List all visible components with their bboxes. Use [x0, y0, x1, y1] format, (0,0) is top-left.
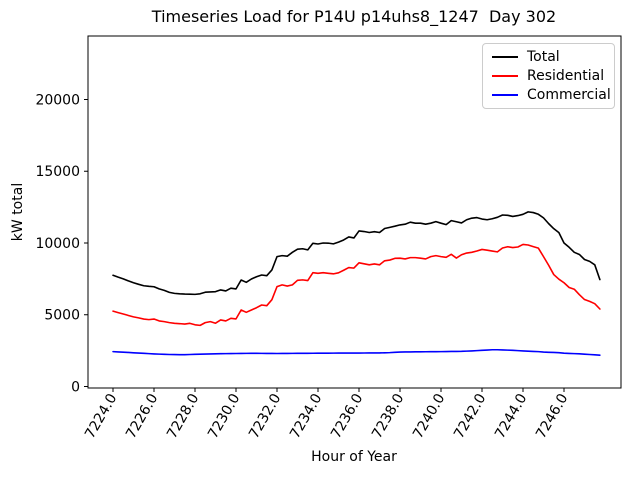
x-tick-label: 7230.0	[205, 391, 243, 441]
x-tick-label: 7226.0	[123, 391, 161, 441]
x-tick-label: 7244.0	[492, 391, 530, 441]
x-tick-label: 7240.0	[410, 391, 448, 441]
x-axis-ticks: 7224.0 7226.0 7228.0 7230.0 7232.0 7234.0 7236…	[82, 388, 571, 441]
legend-label: Commercial	[527, 87, 611, 104]
y-axis-label: kW total	[10, 183, 26, 241]
x-tick-label: 7224.0	[82, 391, 120, 441]
y-tick-label: 10000	[35, 236, 80, 252]
legend-item-commercial: Commercial	[492, 88, 611, 102]
chart-title: Timeseries Load for P14U p14uhs8_1247 Da…	[151, 7, 556, 27]
plot-area	[87, 35, 622, 389]
legend: Total Residential Commercial	[482, 43, 615, 109]
x-tick-label: 7246.0	[533, 391, 571, 441]
y-tick-label: 0	[71, 379, 80, 395]
legend-label: Residential	[527, 67, 605, 84]
legend-item-residential: Residential	[492, 69, 605, 83]
series-lines	[112, 211, 601, 357]
x-tick-label: 7234.0	[287, 391, 325, 441]
y-tick-label: 15000	[35, 164, 80, 180]
x-tick-label: 7236.0	[328, 391, 366, 441]
x-axis-label: Hour of Year	[311, 449, 397, 465]
y-axis-ticks: 0 5000 10000 15000 20000	[35, 92, 88, 395]
x-tick-label: 7232.0	[246, 391, 284, 441]
legend-line-sample	[492, 55, 518, 58]
legend-label: Total	[527, 48, 560, 65]
series-line-residential	[112, 243, 601, 327]
series-line-total	[112, 211, 601, 296]
legend-item-total: Total	[492, 50, 605, 64]
legend-line-sample	[492, 94, 518, 97]
series-line-commercial	[112, 348, 601, 357]
y-tick-label: 20000	[35, 92, 80, 108]
x-tick-label: 7228.0	[164, 391, 202, 441]
legend-line-sample	[492, 74, 518, 77]
x-tick-label: 7238.0	[369, 391, 407, 441]
y-tick-label: 5000	[44, 308, 80, 324]
x-tick-label: 7242.0	[451, 391, 489, 441]
